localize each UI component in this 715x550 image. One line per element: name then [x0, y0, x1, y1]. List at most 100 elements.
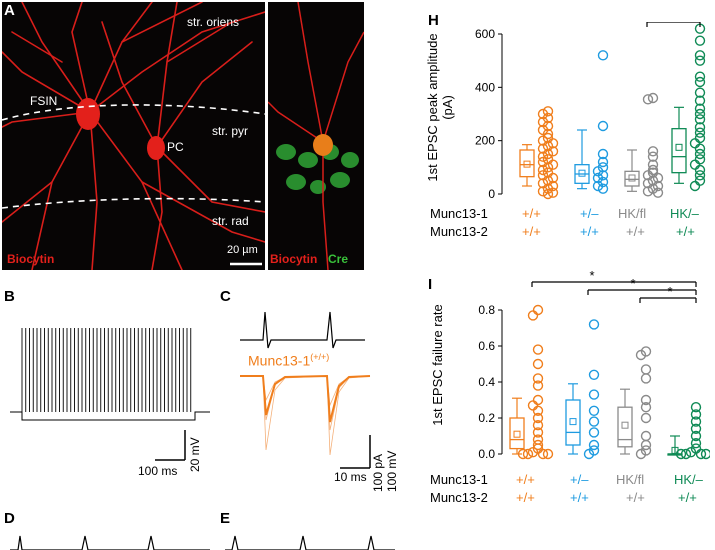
data-point [597, 148, 609, 160]
data-point [694, 148, 706, 160]
panel-label-h: H [428, 12, 439, 29]
i-ylabel: 1st EPSC failure rate [430, 304, 445, 426]
significance-star: * [589, 270, 594, 283]
mean-marker [675, 143, 683, 151]
data-point [640, 401, 652, 413]
b-scale-y: 20 mV [188, 437, 202, 472]
h-g1-m2: +/+ [522, 224, 541, 239]
data-point [680, 448, 692, 460]
data-point [547, 172, 559, 184]
data-point [690, 416, 702, 427]
data-point [694, 164, 706, 176]
h-g1-m1: +/+ [522, 206, 541, 221]
i-g2-m2: +/+ [570, 490, 589, 505]
data-point [647, 92, 659, 104]
data-point [588, 389, 600, 400]
data-point [694, 143, 706, 154]
h-g3-m1: HK/fl [618, 206, 647, 221]
data-point [647, 151, 659, 162]
data-point [532, 427, 544, 438]
data-point [694, 95, 706, 106]
label-str-oriens: str. oriens [187, 15, 240, 29]
data-point [537, 151, 549, 162]
data-point [532, 405, 544, 417]
mean-marker [628, 174, 636, 182]
y-tick-label: 200 [475, 134, 495, 148]
data-point [547, 180, 559, 192]
y-tick-label: 0.0 [478, 447, 495, 461]
data-point [537, 164, 549, 176]
c-trace-label-sup: (+/+) [310, 352, 330, 362]
data-point [597, 156, 609, 168]
data-point [690, 423, 702, 435]
i-g1-m2: +/+ [516, 490, 535, 505]
data-point [547, 187, 559, 198]
data-point [640, 439, 652, 451]
data-point [640, 394, 652, 406]
i-g3-m2: +/+ [626, 490, 645, 505]
data-point [542, 128, 554, 140]
data-point [532, 380, 544, 391]
data-point [640, 373, 652, 384]
data-point [542, 188, 554, 200]
data-point [689, 159, 701, 170]
panel-e-trace [225, 535, 395, 550]
data-point [695, 448, 707, 460]
box [671, 128, 687, 174]
data-point [527, 446, 539, 458]
stain-biocytin-left: Biocytin [7, 252, 55, 266]
panel-label-b: B [4, 288, 15, 305]
h-g3-m2: +/+ [626, 224, 645, 239]
b-scale-x: 100 ms [138, 464, 178, 478]
data-point [592, 180, 604, 192]
mean-marker [621, 421, 629, 429]
micrograph-right: Biocytin Cre [268, 2, 364, 270]
data-point [588, 416, 600, 427]
panel-c-trace [240, 311, 371, 469]
h-g2-m2: +/+ [580, 224, 599, 239]
panel-label-i: I [428, 276, 433, 293]
data-point [694, 154, 706, 165]
i-g2-m1: +/– [570, 472, 589, 487]
data-point [690, 430, 702, 442]
chart-i: 0.0 0.2 0.4 0.6 0.8 * * * [478, 270, 710, 461]
y-tick-label: 0.4 [478, 375, 495, 389]
c-scale-x: 10 ms [334, 470, 367, 484]
significance-star: * [671, 22, 676, 23]
data-point [694, 170, 706, 181]
box [624, 170, 640, 187]
data-point [647, 146, 659, 157]
data-point [694, 127, 706, 138]
c-trace-label: Munc13-1(+/+) [248, 352, 329, 369]
data-point [689, 180, 701, 192]
data-point [532, 373, 544, 384]
h-g4-m1: HK/– [670, 206, 699, 221]
label-str-rad: str. rad [212, 214, 249, 228]
mean-marker [523, 160, 531, 168]
data-point [694, 76, 706, 88]
data-point [640, 364, 652, 375]
data-point [532, 358, 544, 370]
y-tick-label: 600 [475, 27, 495, 41]
c-scale-y1: 100 pA [371, 453, 385, 492]
box [565, 399, 581, 446]
h-ylabel: 1st EPSC peak amplitude (pA) [425, 33, 455, 182]
y-tick-label: 400 [475, 80, 495, 94]
data-point [588, 319, 600, 330]
data-point [642, 186, 654, 197]
stain-biocytin-right: Biocytin [270, 252, 318, 266]
mean-marker [569, 418, 577, 426]
data-point [652, 172, 664, 184]
data-point [532, 439, 544, 451]
panel-label-e: E [220, 510, 231, 527]
data-point [694, 87, 706, 98]
data-point [647, 159, 659, 170]
h-genotype-rows: Munc13-1 Munc13-2 +/+ +/+ +/– +/+ HK/fl … [430, 206, 715, 246]
data-point [694, 108, 706, 120]
data-point [532, 394, 544, 406]
data-point [690, 401, 702, 413]
data-point [532, 344, 544, 355]
h-row1-label: Munc13-1 [430, 206, 488, 221]
data-point [694, 122, 706, 133]
significance-star: * [630, 276, 635, 291]
